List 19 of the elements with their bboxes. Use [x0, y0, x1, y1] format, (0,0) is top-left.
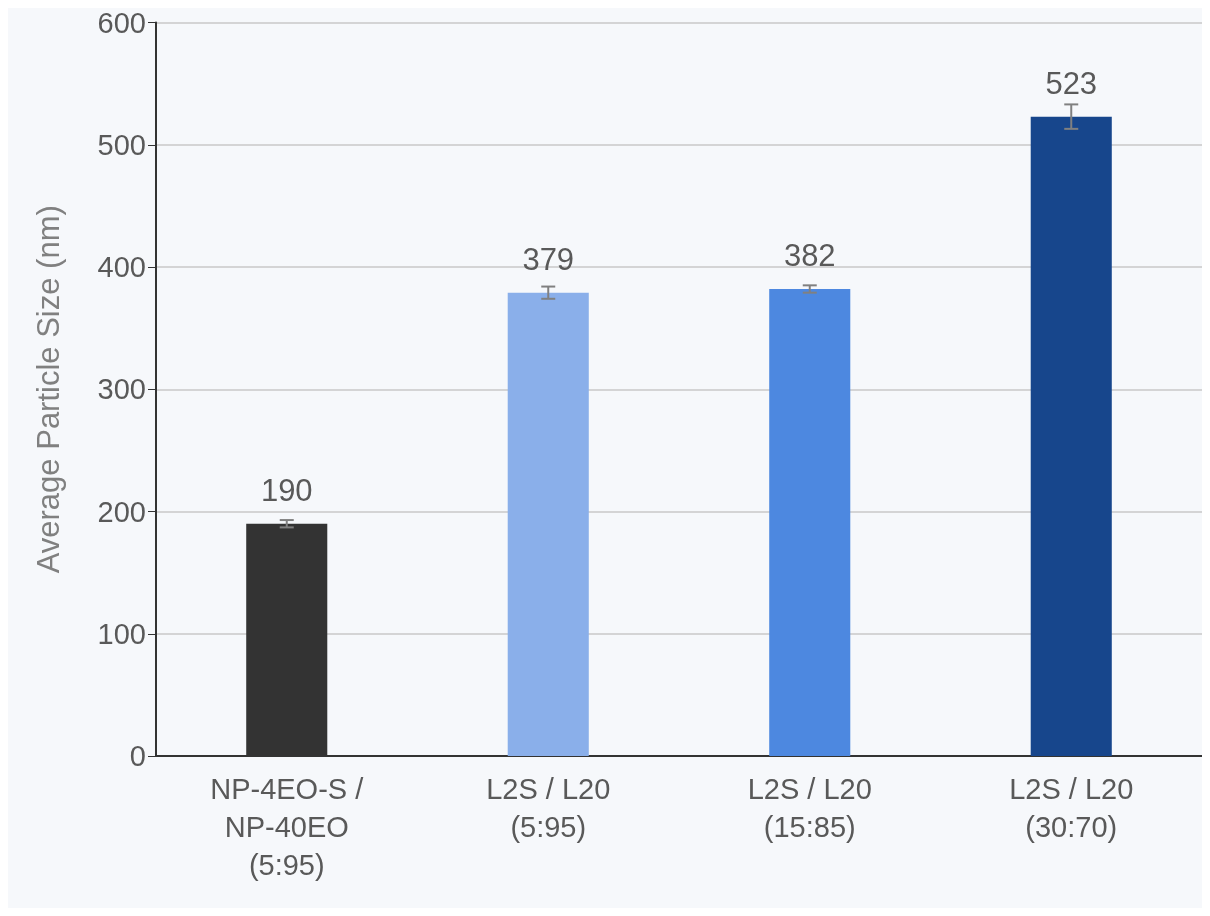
- y-tick-label: 600: [97, 6, 146, 39]
- data-label: 382: [783, 238, 836, 274]
- y-tick-label: 0: [129, 740, 146, 772]
- data-label: 379: [522, 241, 575, 277]
- data-label: 523: [1045, 65, 1098, 101]
- x-tick-label: NP-4EO-S / NP-40EO (5:95): [210, 773, 365, 881]
- data-label: 190: [260, 472, 313, 508]
- bar: [769, 289, 851, 756]
- y-axis-title: Average Particle Size (nm): [31, 205, 66, 574]
- x-tick-label: L2S / L20 (15:85): [747, 773, 872, 843]
- y-tick-label: 500: [97, 128, 146, 161]
- x-tick-label: L2S / L20 (5:95): [486, 773, 611, 843]
- bar: [1030, 116, 1112, 756]
- y-tick-label: 100: [97, 617, 146, 650]
- x-tick-label: L2S / L20 (30:70): [1009, 773, 1134, 843]
- y-tick-label: 400: [97, 251, 146, 283]
- y-tick-label: 300: [97, 373, 146, 406]
- y-tick-label: 200: [97, 495, 146, 528]
- bar: [507, 292, 589, 756]
